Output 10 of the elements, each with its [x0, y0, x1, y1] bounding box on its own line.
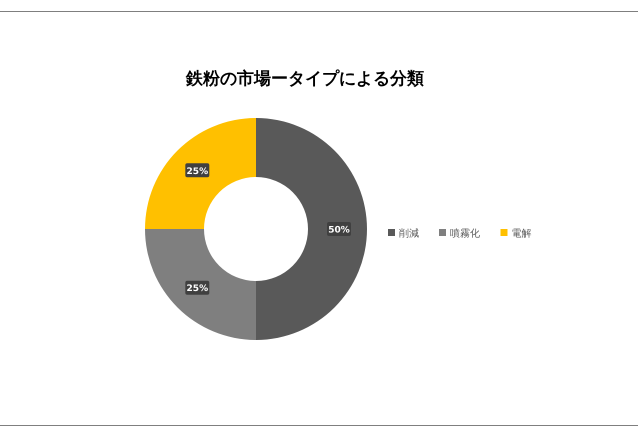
legend-label: 噴霧化	[450, 228, 480, 240]
donut-slice	[145, 118, 256, 229]
data-label: 50%	[328, 226, 350, 236]
chart-title: 鉄粉の市場ータイプによる分類	[185, 69, 424, 89]
donut-slice	[145, 229, 256, 340]
donut-slice	[256, 118, 367, 340]
data-label: 25%	[186, 284, 208, 294]
legend-label: 電解	[512, 228, 532, 240]
data-label: 25%	[186, 166, 208, 177]
legend-label: 削減	[399, 228, 419, 240]
